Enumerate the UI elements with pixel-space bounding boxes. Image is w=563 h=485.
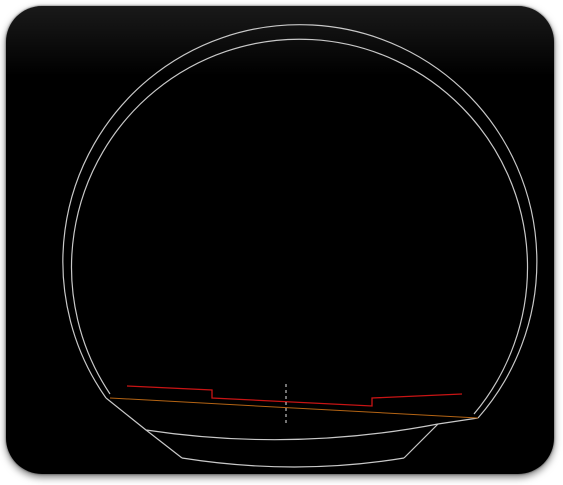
invert-right-edge [403,423,439,459]
inner-lining-arc [70,38,529,415]
invert-line [105,397,479,441]
outer-lining-arc [62,24,538,419]
cad-viewport[interactable] [6,6,554,474]
invert-bottom-outer [181,457,405,468]
red-road-profile [126,385,463,407]
orange-slope-line [109,397,479,419]
tunnel-cross-section-drawing [62,24,538,468]
invert-left-edge [145,429,183,459]
